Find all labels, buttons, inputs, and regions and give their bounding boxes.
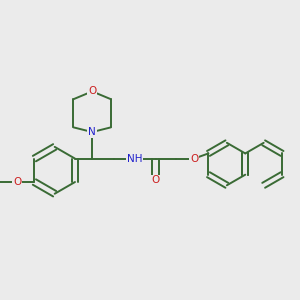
- Text: O: O: [152, 176, 160, 185]
- Text: N: N: [88, 127, 96, 137]
- Text: O: O: [13, 177, 21, 187]
- Text: O: O: [88, 86, 96, 96]
- Text: O: O: [190, 154, 198, 164]
- Text: NH: NH: [127, 154, 142, 164]
